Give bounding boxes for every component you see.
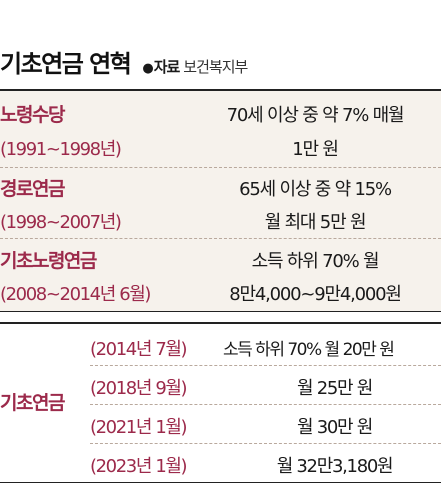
era-period: (2008~2014년 6월) (0, 284, 151, 305)
divider (90, 365, 441, 366)
era-period: (1991~1998년) (0, 139, 122, 160)
divider (90, 404, 441, 405)
basic-pension-table: 기초연금 (2014년 7월) 소득 하위 70% 월 20만 원 (2018년… (0, 322, 441, 483)
table-row: (2014년 7월) 소득 하위 70% 월 20만 원 (90, 326, 441, 365)
era-name: 기초노령연금 (0, 250, 97, 272)
era-name: 경로연금 (0, 178, 65, 200)
history-era: 기초노령연금 소득 하위 70% 월 (2008~2014년 6월) 8만4,0… (0, 238, 441, 311)
row-date: (2023년 1월) (90, 456, 188, 477)
divider (0, 167, 441, 168)
divider (0, 238, 441, 239)
history-table: 노령수당 70세 이상 중 약 7% 매월 (1991~1998년) 1만 원 … (0, 89, 441, 312)
era-description: 소득 하위 70% 월 (251, 251, 380, 272)
header: 기초연금 연혁 ● 자료 보건복지부 (0, 44, 248, 78)
table-row: (2018년 9월) 월 25만 원 (90, 365, 441, 404)
table-row: (2023년 1월) 월 32만3,180원 (90, 443, 441, 482)
source-bullet-icon: ● (142, 61, 153, 76)
era-description: 65세 이상 중 약 15% (239, 179, 392, 200)
source-org: 보건복지부 (183, 58, 248, 76)
era-description-detail: 월 최대 5만 원 (264, 212, 367, 233)
basic-pension-name: 기초연금 (0, 392, 65, 414)
divider (90, 443, 441, 444)
row-date: (2021년 1월) (90, 417, 188, 438)
source-label: 자료 (153, 58, 181, 76)
source-note: ● 자료 보건복지부 (142, 56, 248, 77)
row-date: (2014년 7월) (90, 339, 188, 360)
era-description-detail: 8만4,000~9만4,000원 (229, 284, 402, 305)
row-date: (2018년 9월) (90, 378, 188, 399)
era-period: (1998~2007년) (0, 212, 122, 233)
row-amount: 소득 하위 70% 월 20만 원 (223, 340, 395, 360)
era-name: 노령수당 (0, 104, 65, 126)
era-description-detail: 1만 원 (292, 139, 339, 160)
page-title: 기초연금 연혁 (0, 50, 132, 78)
history-era: 경로연금 65세 이상 중 약 15% (1998~2007년) 월 최대 5만… (0, 167, 441, 237)
row-amount: 월 30만 원 (297, 417, 373, 438)
history-era: 노령수당 70세 이상 중 약 7% 매월 (1991~1998년) 1만 원 (0, 91, 441, 165)
era-description: 70세 이상 중 약 7% 매월 (226, 105, 405, 126)
row-amount: 월 32만3,180원 (276, 456, 394, 477)
table-row: (2021년 1월) 월 30만 원 (90, 404, 441, 443)
row-amount: 월 25만 원 (297, 378, 373, 399)
